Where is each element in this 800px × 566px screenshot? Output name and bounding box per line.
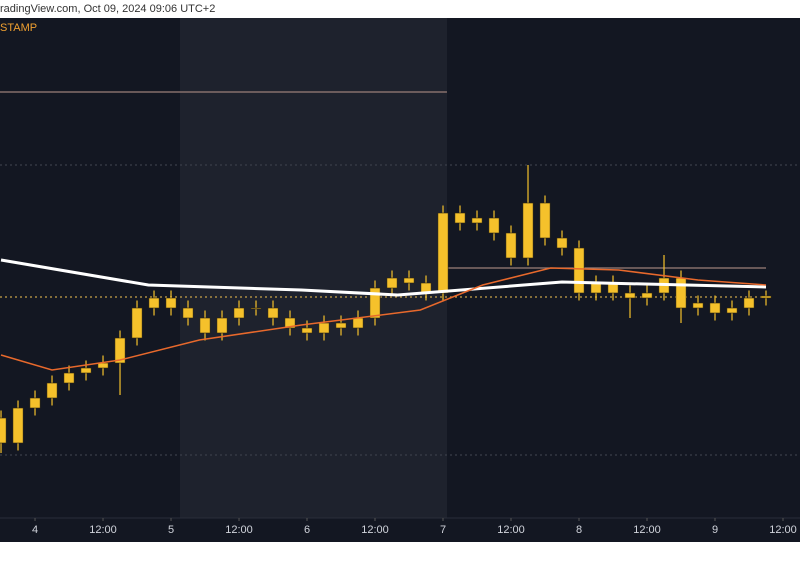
- source-text: radingView.com, Oct 09, 2024 09:06 UTC+2: [0, 3, 215, 15]
- candle-body: [369, 287, 381, 319]
- candle-body: [199, 317, 211, 334]
- candle-body: [182, 307, 194, 319]
- candle-body: [454, 212, 466, 224]
- x-tick-label: 12:00: [225, 524, 253, 536]
- x-tick-label: 5: [168, 524, 174, 536]
- shaded-range: [180, 18, 447, 518]
- candle-body: [80, 367, 92, 374]
- candle-body: [675, 277, 687, 309]
- time-axis: [0, 518, 800, 542]
- candle-body: [624, 292, 636, 299]
- candle-body: [522, 202, 534, 259]
- candle-body: [250, 307, 262, 310]
- candle-body: [386, 277, 398, 289]
- candle-body: [709, 302, 721, 314]
- candle-body: [131, 307, 143, 339]
- candle-body: [641, 292, 653, 299]
- candle-body: [437, 212, 449, 294]
- candle-body: [556, 237, 568, 249]
- candle-body: [233, 307, 245, 319]
- candle-body: [29, 397, 41, 409]
- candle-body: [267, 307, 279, 319]
- x-tick-label: 9: [712, 524, 718, 536]
- x-tick-label: 8: [576, 524, 582, 536]
- candle-body: [471, 217, 483, 224]
- header-bar: [0, 0, 800, 18]
- candle-body: [760, 295, 772, 299]
- candle-body: [284, 317, 296, 329]
- x-tick-label: 12:00: [361, 524, 389, 536]
- candle-body: [335, 322, 347, 329]
- x-tick-label: 4: [32, 524, 38, 536]
- candle-body: [352, 317, 364, 329]
- candle-body: [726, 307, 738, 314]
- candle-body: [63, 372, 75, 384]
- candle-body: [165, 297, 177, 309]
- candle-body: [0, 417, 7, 444]
- x-tick-label: 7: [440, 524, 446, 536]
- candle-body: [301, 327, 313, 334]
- x-tick-label: 12:00: [633, 524, 661, 536]
- candle-body: [539, 202, 551, 239]
- candle-body: [318, 322, 330, 334]
- candle-body: [216, 317, 228, 334]
- candle-body: [46, 382, 58, 399]
- candle-body: [148, 297, 160, 309]
- x-tick-label: 6: [304, 524, 310, 536]
- x-tick-label: 12:00: [769, 524, 797, 536]
- candle-body: [114, 337, 126, 364]
- candle-body: [573, 247, 585, 294]
- candle-body: [590, 282, 602, 294]
- moving-average: [0, 258, 767, 297]
- exchange-label: STAMP: [0, 22, 37, 34]
- candle-body: [743, 297, 755, 309]
- x-tick-label: 12:00: [497, 524, 525, 536]
- candle-body: [403, 277, 415, 284]
- candle-body: [12, 407, 24, 444]
- candle-body: [488, 217, 500, 234]
- candle-body: [692, 302, 704, 309]
- candle-body: [505, 232, 517, 259]
- moving-average: [0, 267, 767, 371]
- x-tick-label: 12:00: [89, 524, 117, 536]
